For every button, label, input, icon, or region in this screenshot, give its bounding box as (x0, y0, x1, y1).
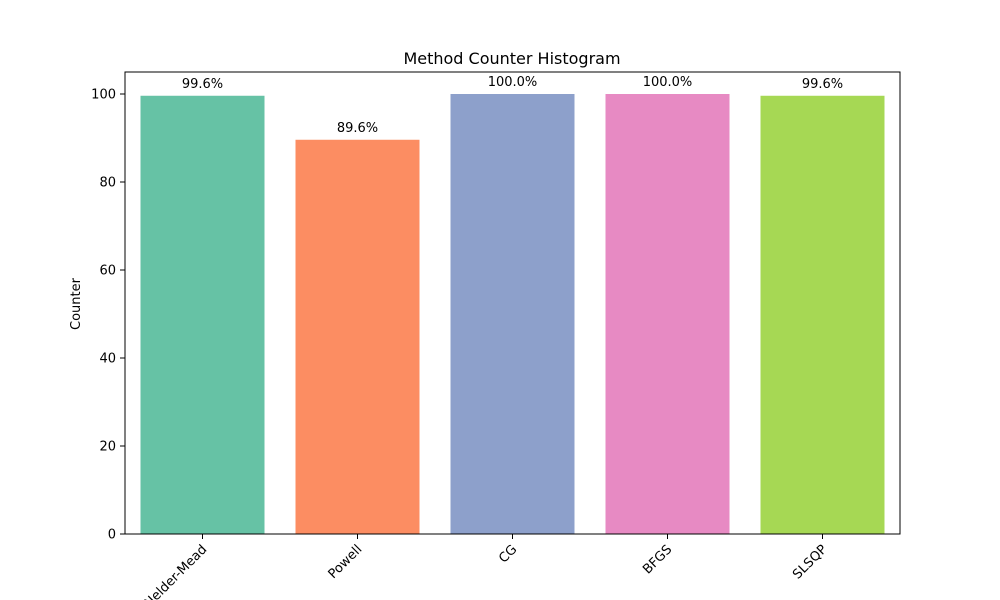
bar-powell (295, 139, 420, 534)
data-label: 99.6% (182, 77, 223, 92)
x-tick-label: Powell (326, 542, 366, 582)
y-tick-label: 0 (108, 528, 116, 543)
data-label: 89.6% (337, 121, 378, 136)
x-tick-label: BFGS (640, 542, 675, 577)
y-tick-label: 80 (99, 176, 116, 191)
y-tick-label: 100 (91, 88, 116, 103)
y-axis-label: Counter (69, 277, 84, 330)
y-tick-label: 20 (99, 440, 116, 455)
plot-area: 99.6% Nelder-Mead 89.6% Powell 100.0% CG 100.0… (91, 71, 901, 600)
x-tick-label: CG (496, 542, 520, 566)
bar-slsqp (760, 95, 885, 534)
y-tick-label: 60 (99, 264, 116, 279)
chart-title: Method Counter Histogram (403, 49, 620, 68)
bar-cg (450, 94, 575, 534)
plot-frame (124, 71, 901, 535)
data-label: 100.0% (488, 75, 538, 90)
data-label: 99.6% (802, 77, 843, 92)
data-label: 100.0% (643, 75, 693, 90)
x-tick-label: Nelder-Mead (142, 542, 211, 600)
y-tick-label: 40 (99, 352, 116, 367)
bar-nelder-mead (140, 95, 265, 534)
bar-bfgs (605, 94, 730, 534)
x-tick-label: SLSQP (790, 542, 830, 582)
